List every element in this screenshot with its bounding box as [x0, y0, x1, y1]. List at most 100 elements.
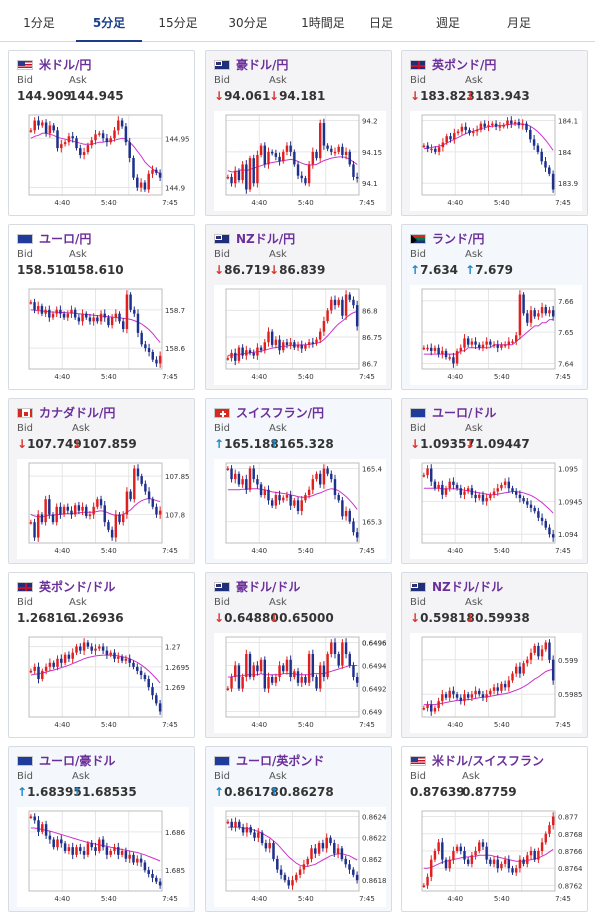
candle	[155, 359, 158, 364]
pair-name[interactable]: NZドル/ドル	[432, 580, 504, 594]
moving-average-line	[227, 311, 358, 356]
candle	[529, 129, 532, 140]
pair-name[interactable]: 米ドル/スイスフラン	[432, 754, 545, 768]
candle	[330, 148, 333, 152]
candle	[315, 339, 318, 344]
arrow-up-icon: ↑	[72, 785, 83, 799]
candle	[525, 123, 528, 130]
candle	[151, 351, 154, 360]
rate-card[interactable]: 米ドル/円 Bid Ask 144.909 144.945 144.95 144.9 4:40…	[8, 50, 195, 216]
rate-card[interactable]: 豪ドル/ドル Bid Ask ↓0.64880 ↓0.65000 0.6496 0.6496…	[205, 572, 392, 738]
candlestick-chart[interactable]: 0.877 0.8768 0.8766 0.8764 0.8762 4:40 5:40 7:4…	[410, 807, 582, 907]
pair-name[interactable]: 英ポンド/ドル	[39, 580, 116, 594]
rate-card[interactable]: NZドル/円 Bid Ask ↓86.719 ↓86.839 86.8 86.75 86.7 4…	[205, 224, 392, 390]
rate-card[interactable]: ユーロ/ドル Bid Ask ↓1.09357 ↓1.09447 1.095 1.0945 1…	[401, 398, 588, 564]
rate-card[interactable]: カナダドル/円 Bid Ask ↓107.749 ↓107.859 107.85 107.8…	[8, 398, 195, 564]
rate-card[interactable]: ユーロ/英ポンド Bid Ask ↑0.86178 ↑0.86278 0.8624 0.86…	[205, 746, 392, 912]
ask-value: ↑1.68535	[72, 785, 137, 799]
pair-name[interactable]: ユーロ/英ポンド	[236, 754, 325, 768]
pair-name[interactable]: カナダドル/円	[39, 406, 116, 420]
ask-value: ↑0.86278	[269, 785, 334, 799]
candlestick-chart[interactable]: 1.27 1.2695 1.269 4:40 5:40 7:45	[17, 633, 189, 733]
tab-5[interactable]: 1時間足	[301, 16, 345, 30]
y-tick-label: 107.8	[165, 511, 185, 519]
rate-card[interactable]: スイスフラン/円 Bid Ask ↑165.188 ↑165.328 165.4 165.3…	[205, 398, 392, 564]
candle	[485, 341, 488, 345]
x-tick-label: 5:40	[101, 199, 117, 207]
rate-card[interactable]: ユーロ/円 Bid Ask 158.510 158.610 158.7 158.6 4:40 5…	[8, 224, 195, 390]
tab-6[interactable]: 日足	[368, 16, 393, 30]
tab-2[interactable]: 5分足	[76, 0, 142, 42]
tab-7[interactable]: 週足	[435, 16, 460, 30]
candle	[133, 468, 136, 500]
tab-1[interactable]: 1分足	[23, 16, 55, 30]
candlestick-chart[interactable]: 158.7 158.6 4:40 5:40 7:45	[17, 285, 189, 385]
ask-price: 0.59938	[475, 611, 530, 625]
candlestick-chart[interactable]: 107.85 107.8 4:40 5:40 7:45	[17, 459, 189, 559]
candle	[267, 331, 270, 343]
candlestick-chart[interactable]: 0.6496 0.6496 0.6494 0.6492 0.649 4:40 5:40 7:4…	[214, 633, 386, 733]
ask-value: 0.87759	[462, 785, 517, 799]
rate-card[interactable]: 英ポンド/円 Bid Ask ↓183.823 ↓183.943 184.1 184 183.…	[401, 50, 588, 216]
candle	[274, 339, 278, 345]
arrow-up-icon: ↑	[269, 437, 280, 451]
candle	[491, 123, 494, 126]
pair-name[interactable]: ユーロ/ドル	[432, 406, 497, 420]
arrow-down-icon: ↓	[17, 437, 28, 451]
candle	[489, 341, 492, 345]
candlestick-chart[interactable]: 1.686 1.685 4:40 5:40 7:45	[17, 807, 189, 907]
tab-3[interactable]: 15分足	[158, 16, 198, 30]
candlestick-chart[interactable]: 94.2 94.15 94.1 4:40 5:40 7:45	[214, 111, 386, 211]
rate-card[interactable]: NZドル/ドル Bid Ask ↓0.59818 ↓0.59938 0.599 0.5985…	[401, 572, 588, 738]
candlestick-chart[interactable]: 165.4 165.3 4:40 5:40 7:45	[214, 459, 386, 559]
candle	[274, 677, 278, 683]
y-tick-label: 0.6494	[362, 663, 386, 671]
arrow-up-icon: ↑	[465, 263, 476, 277]
candle	[230, 176, 233, 184]
y-tick-label: 1.686	[165, 829, 186, 837]
candle	[124, 126, 128, 143]
candle	[73, 309, 77, 318]
arrow-down-icon: ↓	[410, 437, 421, 451]
x-tick-label: 5:40	[298, 895, 314, 903]
chart-svg: 0.877 0.8768 0.8766 0.8764 0.8762 4:40 5:40 7:4…	[421, 810, 582, 903]
chart-svg: 165.4 165.3 4:40 5:40 7:45	[225, 462, 383, 555]
candle	[355, 305, 359, 327]
rate-card[interactable]: 豪ドル/円 Bid Ask ↓94.061 ↓94.181 94.2 94.15 94.1 4:…	[205, 50, 392, 216]
candle	[344, 151, 348, 155]
pair-name[interactable]: 米ドル/円	[39, 58, 92, 72]
rate-card[interactable]: 英ポンド/ドル Bid Ask 1.26816 1.26936 1.27 1.2695 1.2…	[8, 572, 195, 738]
tab-8[interactable]: 月足	[506, 16, 531, 30]
y-tick-label: 1.685	[165, 867, 185, 875]
candle	[426, 876, 429, 886]
candlestick-chart[interactable]: 7.66 7.65 7.64 4:40 5:40 7:45	[410, 285, 582, 385]
candle	[278, 339, 281, 351]
candlestick-chart[interactable]: 86.8 86.75 86.7 4:40 5:40 7:45	[214, 285, 386, 385]
pair-name[interactable]: 豪ドル/ドル	[236, 580, 301, 594]
pair-name[interactable]: ユーロ/豪ドル	[39, 754, 116, 768]
candlestick-chart[interactable]: 144.95 144.9 4:40 5:40 7:45	[17, 111, 189, 211]
candle	[503, 859, 507, 864]
candle	[282, 497, 285, 501]
chart-svg: 1.095 1.0945 1.094 4:40 5:40 7:45	[421, 462, 582, 555]
candlestick-chart[interactable]: 184.1 184 183.9 4:40 5:40 7:45	[410, 111, 582, 211]
candle	[526, 313, 529, 323]
candle	[322, 665, 326, 677]
pair-name[interactable]: 豪ドル/円	[236, 58, 289, 72]
pair-name[interactable]: 英ポンド/円	[432, 58, 497, 72]
candlestick-chart[interactable]: 1.095 1.0945 1.094 4:40 5:40 7:45	[410, 459, 582, 559]
rate-card[interactable]: ユーロ/豪ドル Bid Ask ↑1.68395 ↑1.68535 1.686 1.685 4…	[8, 746, 195, 912]
pair-name[interactable]: ユーロ/円	[39, 232, 92, 246]
plot-frame	[28, 462, 163, 544]
pair-name[interactable]: スイスフラン/円	[236, 406, 325, 420]
pair-name[interactable]: ランド/円	[432, 232, 485, 246]
tab-4[interactable]: 30分足	[228, 16, 268, 30]
candle	[302, 864, 306, 870]
candlestick-chart[interactable]: 0.599 0.5985 4:40 5:40 7:45	[410, 633, 582, 733]
rate-card[interactable]: 米ドル/スイスフラン Bid Ask 0.87639 0.87759 0.877 0.876…	[401, 746, 588, 912]
candle	[548, 167, 551, 174]
candle	[143, 862, 147, 871]
candlestick-chart[interactable]: 0.8624 0.8622 0.862 0.8618 4:40 5:40 7:45	[214, 807, 386, 907]
pair-name[interactable]: NZドル/円	[236, 232, 296, 246]
rate-card[interactable]: ランド/円 Bid Ask ↑7.634 ↑7.679 7.66 7.65 7.64 4:40 5…	[401, 224, 588, 390]
